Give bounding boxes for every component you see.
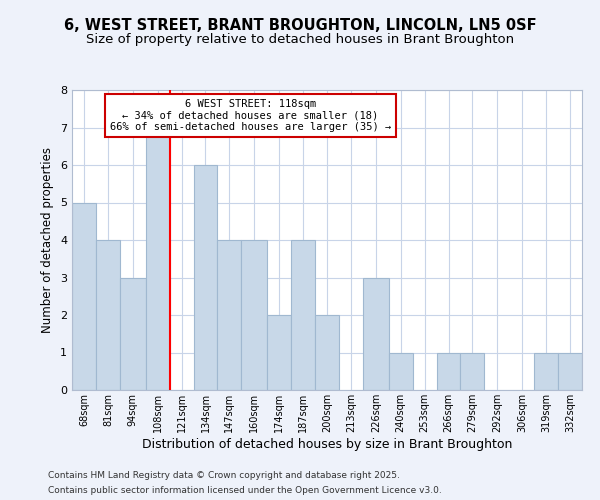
Bar — [437, 352, 460, 390]
Y-axis label: Number of detached properties: Number of detached properties — [41, 147, 55, 333]
Bar — [363, 278, 389, 390]
Bar — [72, 202, 96, 390]
Text: 6 WEST STREET: 118sqm
← 34% of detached houses are smaller (18)
66% of semi-deta: 6 WEST STREET: 118sqm ← 34% of detached … — [110, 99, 391, 132]
Text: 6, WEST STREET, BRANT BROUGHTON, LINCOLN, LN5 0SF: 6, WEST STREET, BRANT BROUGHTON, LINCOLN… — [64, 18, 536, 32]
X-axis label: Distribution of detached houses by size in Brant Broughton: Distribution of detached houses by size … — [142, 438, 512, 450]
Bar — [460, 352, 484, 390]
Text: Contains public sector information licensed under the Open Government Licence v3: Contains public sector information licen… — [48, 486, 442, 495]
Text: Contains HM Land Registry data © Crown copyright and database right 2025.: Contains HM Land Registry data © Crown c… — [48, 471, 400, 480]
Bar — [96, 240, 120, 390]
Bar — [194, 165, 217, 390]
Bar — [267, 315, 291, 390]
Bar — [315, 315, 339, 390]
Bar — [241, 240, 267, 390]
Bar — [120, 278, 146, 390]
Text: Size of property relative to detached houses in Brant Broughton: Size of property relative to detached ho… — [86, 32, 514, 46]
Bar — [291, 240, 315, 390]
Bar — [534, 352, 558, 390]
Bar — [217, 240, 241, 390]
Bar — [558, 352, 582, 390]
Bar — [146, 128, 170, 390]
Bar — [389, 352, 413, 390]
